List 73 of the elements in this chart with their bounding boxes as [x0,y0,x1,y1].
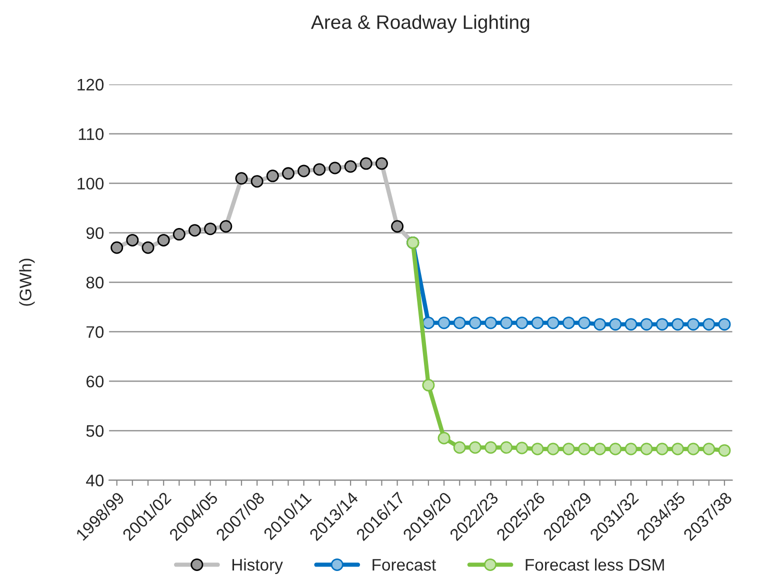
point [204,222,217,236]
point [594,318,606,331]
point [609,318,622,331]
point [250,175,264,188]
point [438,432,450,444]
point [656,318,668,331]
point [453,441,466,454]
point [702,318,716,331]
point [188,224,201,237]
y-axis-title: (GWh) [19,258,35,306]
point [422,316,435,330]
point [546,316,560,330]
point [500,316,513,330]
point [328,162,342,174]
legend-label: Forecast less DSM [526,558,664,571]
point [702,442,716,456]
point [110,241,124,254]
chart-title: Area & Roadway Lighting [310,14,530,33]
point [624,442,638,456]
y-tick-label: 120 [78,78,104,91]
point [484,441,498,454]
point [344,160,357,173]
point [500,441,513,454]
point [453,316,466,330]
y-tick-label: 80 [86,276,104,288]
point [375,157,388,170]
point [687,442,700,456]
point [687,318,700,331]
point [157,234,170,246]
point [422,378,435,392]
point [235,172,248,185]
point [578,442,590,456]
y-tick-label: 50 [86,425,104,437]
y-tick-label: 100 [78,178,104,190]
point [594,442,606,456]
point [671,442,684,456]
point [220,220,232,233]
point [360,157,372,170]
point [609,442,622,456]
legend-label: Forecast [372,559,436,571]
point [562,442,575,456]
legend-label: History [232,558,283,574]
point [126,234,139,246]
point [656,442,668,456]
y-tick-label: 90 [86,227,104,240]
point [624,318,638,331]
y-tick-label: 70 [86,326,104,338]
point [531,316,544,330]
y-tick-label: 60 [86,376,104,388]
point [172,228,186,241]
point [391,220,404,233]
point [640,318,653,331]
y-tick-label: 40 [86,474,104,486]
point [313,163,326,176]
point [266,170,279,182]
point [468,441,482,454]
point [671,318,684,331]
point [718,318,731,331]
point [516,316,528,330]
point [438,316,450,330]
point [546,442,560,456]
y-tick-label: 110 [78,128,104,140]
point [484,316,498,330]
point [718,444,731,457]
point [282,167,294,180]
point [468,316,482,330]
point [640,442,653,456]
point [298,164,310,178]
point [531,442,544,456]
point [516,442,528,454]
point [562,316,575,330]
point [142,241,154,254]
point [578,316,590,330]
